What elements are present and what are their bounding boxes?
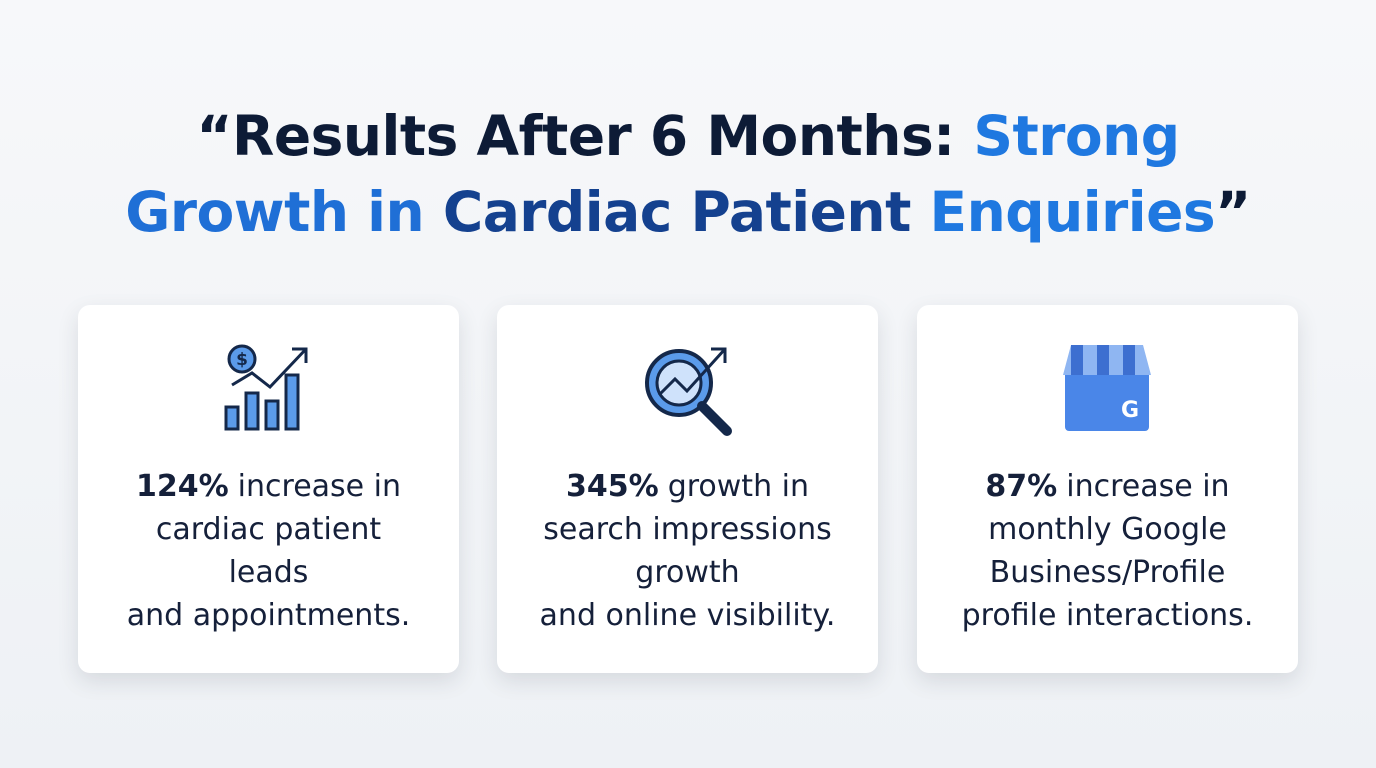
stat-description: monthly Google [988,512,1227,547]
headline-line: “Results After 6 Months: Strong [0,98,1376,174]
stat-line: cardiac patient [78,508,459,551]
business-icon: G [1063,345,1151,431]
svg-text:G: G [1121,398,1139,423]
stat-line: 345% growth in [497,465,878,508]
headline-line: Growth in Cardiac Patient Enquiries” [0,174,1376,250]
stat-description: cardiac patient [155,512,382,547]
stat-description: growth [635,555,740,590]
stat-line: 124% increase in [78,465,459,508]
stat-line: Business/Profile [917,551,1298,594]
stat-line: search impressions [497,508,878,551]
stat-text: 124% increase in cardiac patient leads and a… [78,465,459,637]
stat-line: monthly Google [917,508,1298,551]
stat-line: 87% increase in [917,465,1298,508]
stat-description: increase in [237,469,402,504]
stat-card: 345% growth in search impressions growth and… [497,305,878,673]
stat-value: 87% [985,469,1058,504]
stat-card: $ 124% increase in cardiac patient leads and… [78,305,459,673]
svg-text:$: $ [236,350,248,370]
stat-description: search impressions [543,512,832,547]
stat-line: profile interactions. [917,594,1298,637]
stat-description: increase in [1066,469,1230,504]
headline-segment: Growth in [125,180,443,244]
headline-segment: “Results After 6 Months: [196,104,974,168]
growth-icon: $ [224,344,308,431]
stat-description: and online visibility. [539,598,836,633]
stat-line: growth [497,551,878,594]
headline: “Results After 6 Months: Strong Growth in… [0,98,1376,250]
search-icon [645,347,732,436]
stat-description: and appointments. [126,598,411,633]
stat-line: and online visibility. [497,594,878,637]
headline-segment: Enquiries [929,180,1216,244]
stat-line: and appointments. [78,594,459,637]
stat-value: 345% [566,469,659,504]
stat-value: 124% [135,469,229,504]
stat-description: profile interactions. [961,598,1254,633]
stat-description: leads [228,555,309,590]
stat-text: 87% increase in monthly Google Business/Pro… [917,465,1298,637]
stat-description: growth in [667,469,809,504]
stat-card: G 87% increase in monthly Google Business/P… [917,305,1298,673]
stat-description: Business/Profile [989,555,1226,590]
stat-line: leads [78,551,459,594]
headline-segment: Cardiac Patient [442,180,930,244]
headline-segment: ” [1215,180,1251,244]
stat-text: 345% growth in search impressions growth and… [497,465,878,637]
headline-segment: Strong [973,104,1180,168]
